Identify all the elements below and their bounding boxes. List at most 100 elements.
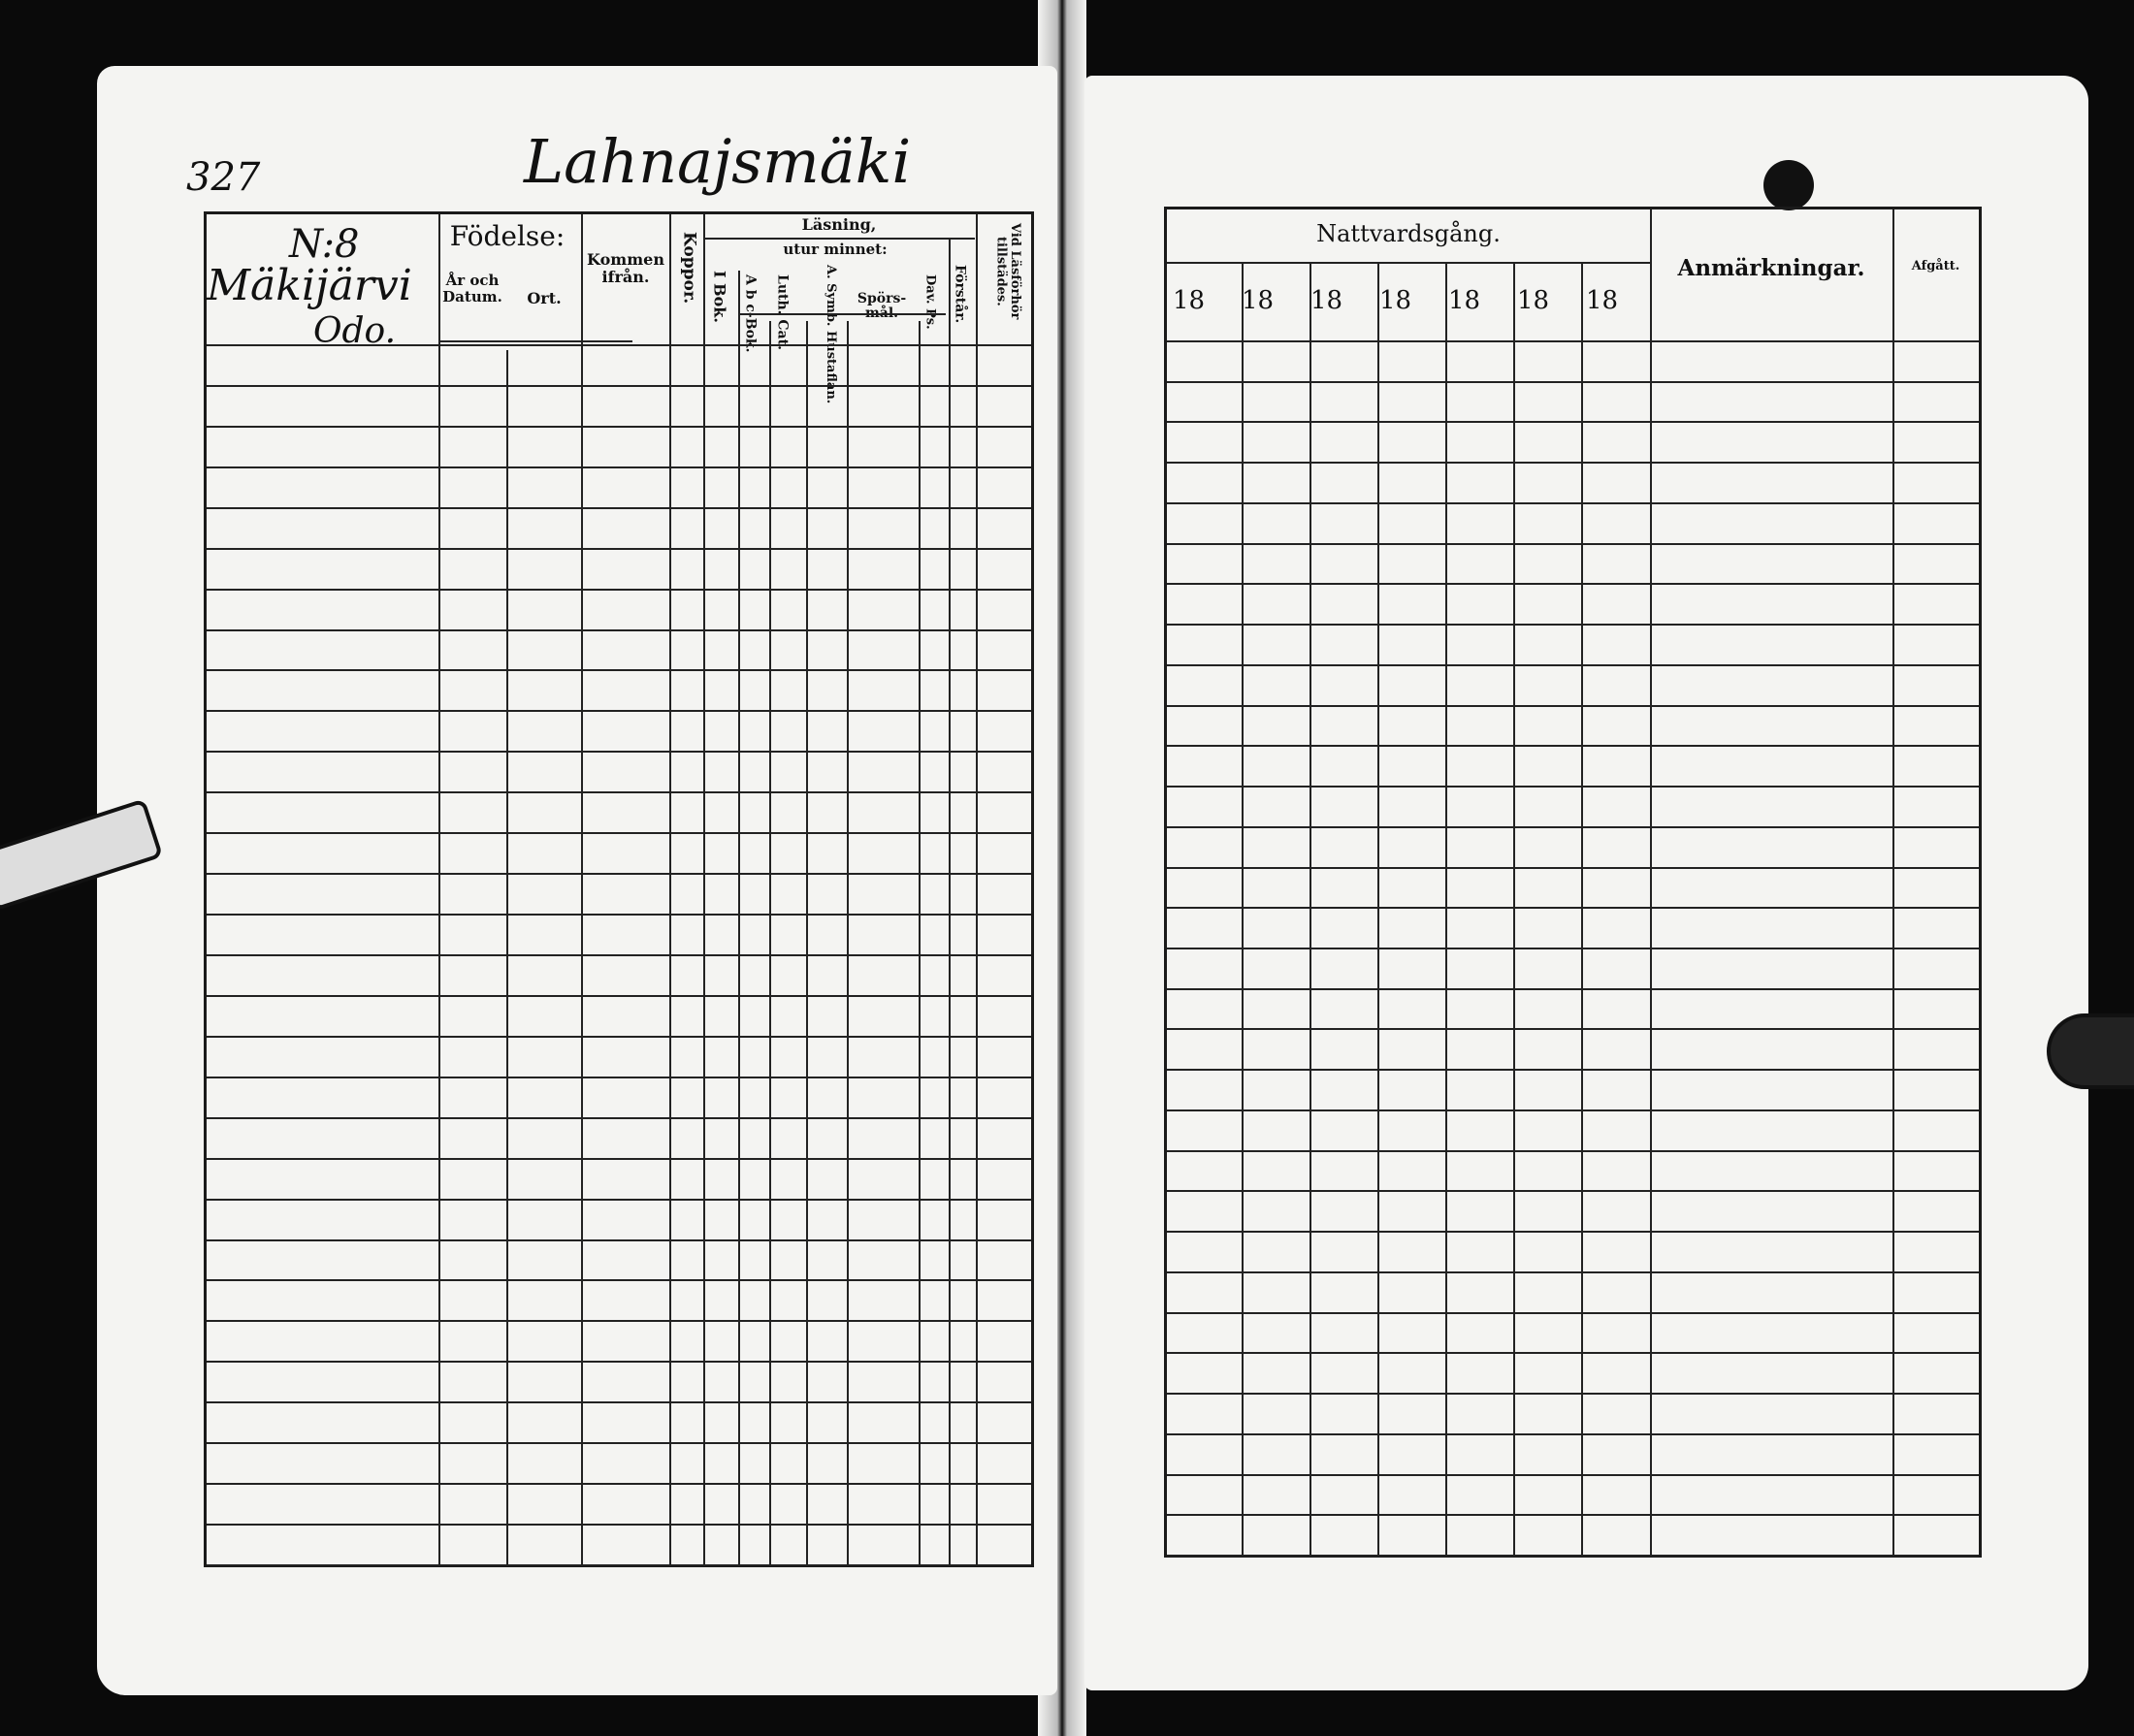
header-anmarkningar: Anmärkningar. (1677, 255, 1865, 281)
row-rule (1167, 1311, 1979, 1314)
header-afgatt: Afgått. (1911, 259, 1960, 273)
right-page (1084, 76, 2088, 1690)
header-rule (438, 340, 632, 342)
row-rule (1167, 462, 1979, 465)
column-rule (806, 321, 808, 1564)
row-rule (1167, 704, 1979, 707)
row-rule (207, 628, 1031, 631)
column-rule (949, 238, 951, 1564)
row-rule (1167, 786, 1979, 788)
row-rule (207, 1035, 1031, 1038)
row-rule (1167, 907, 1979, 910)
year-prefix: 18 (1310, 286, 1343, 315)
row-rule (207, 588, 1031, 591)
header-ort: Ort. (527, 289, 562, 307)
row-rule (207, 384, 1031, 387)
left-register-table: N:8 Mäkijärvi Odo. Födelse: År och Datum… (204, 211, 1034, 1567)
column-rule (738, 271, 740, 1564)
village-name: Lahnajsmäki (524, 126, 912, 197)
right-clip (2047, 1013, 2134, 1089)
header-rule (738, 313, 946, 315)
column-rule (669, 214, 671, 1564)
header-rule (1167, 262, 1650, 264)
row-rule (207, 873, 1031, 876)
header-lasning: Läsning, (801, 215, 877, 234)
row-rule (1167, 1270, 1979, 1273)
header-i-bok: I Bok. (710, 271, 729, 323)
row-rule (207, 1483, 1031, 1486)
year-prefix: 18 (1448, 286, 1481, 315)
year-prefix: 18 (1173, 286, 1206, 315)
header-fodelse: Födelse: (449, 220, 566, 252)
row-rule (207, 506, 1031, 509)
row-rule (1167, 542, 1979, 545)
year-prefix: 18 (1517, 286, 1550, 315)
column-rule (581, 214, 583, 1564)
row-rule (1167, 948, 1979, 949)
column-rule (438, 214, 440, 1564)
row-rule (207, 1442, 1031, 1445)
row-rule (207, 425, 1031, 428)
column-rule (1892, 209, 1894, 1555)
row-rule (1167, 421, 1979, 424)
ink-blot (1763, 160, 1814, 210)
row-rule (1167, 501, 1979, 504)
row-rule (207, 1401, 1031, 1404)
header-symb-hustaflan: A. Symb. Hustaflan. (824, 265, 838, 404)
header-rule (703, 238, 975, 240)
row-rule (207, 994, 1031, 997)
header-forstar: Förstår. (952, 265, 968, 324)
header-ar-och-datum: År och Datum. (442, 272, 502, 305)
header-luth-cat: Luth. Cat. (774, 274, 791, 350)
left-page (97, 66, 1057, 1695)
column-rule (506, 350, 508, 1564)
row-rule (207, 1198, 1031, 1201)
row-rule (207, 832, 1031, 835)
row-rule (207, 1157, 1031, 1160)
column-rule (976, 214, 978, 1564)
row-rule (1167, 1555, 1979, 1557)
header-koppor: Koppor. (679, 232, 699, 305)
row-rule (1167, 825, 1979, 828)
row-rule (1167, 1109, 1979, 1111)
row-rule (1167, 340, 1979, 342)
header-utur-minnet: utur minnet: (783, 241, 888, 258)
household-number: N:8 (289, 222, 360, 267)
row-rule (1167, 745, 1979, 748)
row-rule (207, 1238, 1031, 1241)
row-rule (1167, 1028, 1979, 1031)
row-rule (207, 1320, 1031, 1323)
row-rule (1167, 987, 1979, 990)
header-kommen-ifran: Kommen ifrån. (587, 250, 664, 286)
row-rule (207, 1279, 1031, 1282)
page-number: 327 (186, 155, 261, 200)
row-rule (207, 1361, 1031, 1364)
column-rule (847, 321, 849, 1564)
row-rule (1167, 1352, 1979, 1355)
right-register-table: Nattvardsgång. 18 18 18 18 18 18 18 Anmärkning… (1164, 207, 1982, 1558)
row-rule (1167, 1473, 1979, 1476)
row-rule (207, 791, 1031, 794)
row-rule (1167, 663, 1979, 666)
row-rule (1167, 1231, 1979, 1234)
row-rule (1167, 866, 1979, 869)
column-rule (919, 321, 921, 1564)
row-rule (207, 344, 1031, 346)
row-rule (207, 751, 1031, 754)
row-rule (207, 1116, 1031, 1119)
row-rule (1167, 1514, 1979, 1517)
header-vid-lasforhor: Vid Läsförhör tillstädes. (993, 223, 1022, 320)
row-rule (207, 1524, 1031, 1527)
year-prefix: 18 (1379, 286, 1412, 315)
row-rule (207, 710, 1031, 713)
row-rule (207, 1076, 1031, 1078)
row-rule (1167, 1190, 1979, 1193)
row-rule (207, 1564, 1031, 1566)
row-rule (1167, 380, 1979, 383)
row-rule (1167, 583, 1979, 586)
header-sporsmal: Spörs-mål. (857, 291, 907, 322)
row-rule (1167, 1393, 1979, 1396)
year-prefix: 18 (1586, 286, 1619, 315)
column-rule (703, 214, 705, 1564)
row-rule (207, 914, 1031, 916)
